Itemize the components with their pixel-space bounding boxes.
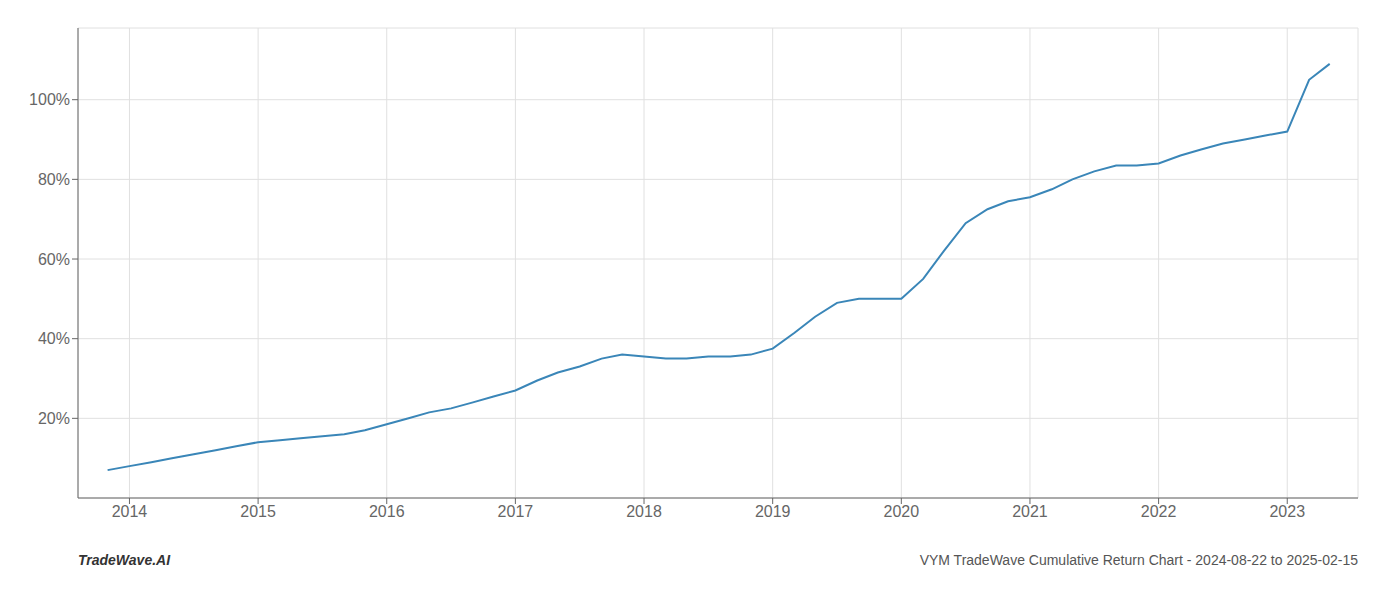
svg-text:40%: 40% [38, 330, 70, 347]
svg-text:2021: 2021 [1012, 503, 1048, 520]
svg-text:20%: 20% [38, 410, 70, 427]
svg-text:2016: 2016 [369, 503, 405, 520]
svg-text:2022: 2022 [1141, 503, 1177, 520]
svg-text:2019: 2019 [755, 503, 791, 520]
svg-text:80%: 80% [38, 171, 70, 188]
svg-text:2017: 2017 [498, 503, 534, 520]
svg-text:2015: 2015 [240, 503, 276, 520]
html-text:TradeWave.AI: TradeWave.AI [78, 552, 171, 568]
svg-text:2023: 2023 [1269, 503, 1305, 520]
svg-text:60%: 60% [38, 251, 70, 268]
svg-text:100%: 100% [29, 91, 70, 108]
svg-text:2014: 2014 [112, 503, 148, 520]
svg-text:2018: 2018 [626, 503, 662, 520]
svg-text:2020: 2020 [884, 503, 920, 520]
html-text:VYM TradeWave Cumulative Retur: VYM TradeWave Cumulative Return Chart - … [919, 552, 1358, 568]
